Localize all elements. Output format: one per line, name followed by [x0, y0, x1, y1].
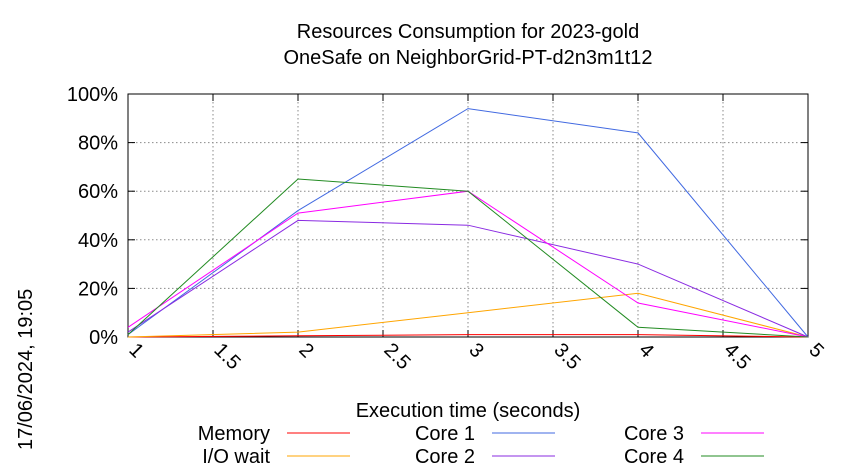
y-tick-label: 40%: [78, 230, 118, 252]
legend-label-core-4: Core 4: [624, 446, 684, 468]
grid: [128, 94, 808, 337]
legend-label-memory: Memory: [198, 423, 270, 445]
x-tick-label: 4.5: [719, 339, 754, 374]
y-tick-label: 80%: [78, 133, 118, 155]
series-line-core-4: [127, 178, 809, 338]
x-tick-label: 3.5: [549, 339, 584, 374]
legend-label-i-o-wait: I/O wait: [202, 446, 270, 468]
legend-label-core-2: Core 2: [415, 446, 475, 468]
series-line-core-2: [127, 219, 809, 338]
legend-label-core-1: Core 1: [415, 423, 475, 445]
y-axis: 0% 20% 40% 60% 80% 100%: [67, 84, 808, 349]
x-tick-label: 4: [634, 339, 657, 362]
y-tick-label: 100%: [67, 84, 118, 106]
x-tick-label: 1: [124, 339, 147, 362]
x-tick-label: 5: [804, 339, 827, 362]
y-tick-label: 60%: [78, 181, 118, 203]
x-tick-label: 1.5: [209, 339, 244, 374]
legend-label-core-3: Core 3: [624, 423, 684, 445]
timestamp: 17/06/2024, 19:05: [15, 289, 37, 450]
series-line-memory: [127, 334, 809, 338]
x-tick-label: 2.5: [379, 339, 414, 374]
chart-subtitle: OneSafe on NeighborGrid-PT-d2n3m1t12: [283, 47, 652, 69]
series-line-i-o-wait: [127, 292, 809, 338]
plot-frame: [127, 93, 809, 338]
y-tick-label: 0%: [89, 327, 118, 349]
series-lines: [127, 108, 809, 338]
chart-title: Resources Consumption for 2023-gold: [297, 21, 639, 43]
x-tick-label: 2: [294, 339, 317, 362]
series-line-core-1: [127, 108, 809, 338]
x-tick-label: 3: [464, 339, 487, 362]
x-axis-label: Execution time (seconds): [356, 400, 581, 422]
y-tick-label: 20%: [78, 278, 118, 300]
